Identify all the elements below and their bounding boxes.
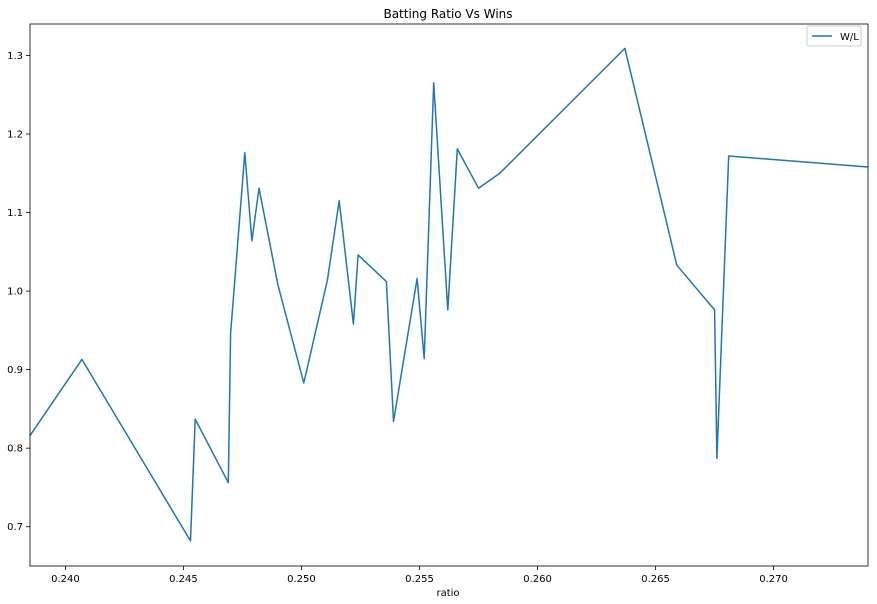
x-tick-label: 0.240	[51, 574, 80, 585]
y-tick-label: 0.8	[7, 444, 23, 455]
x-tick-label: 0.255	[405, 574, 434, 585]
legend-label-w-l: W/L	[840, 32, 859, 43]
x-tick-label: 0.250	[287, 574, 316, 585]
y-tick-label: 1.1	[7, 208, 23, 219]
y-tick-label: 0.7	[7, 522, 23, 533]
x-tick-label: 0.270	[759, 574, 788, 585]
x-tick-label: 0.245	[169, 574, 198, 585]
x-tick-label: 0.265	[641, 574, 670, 585]
y-tick-label: 1.3	[7, 51, 23, 62]
y-tick-label: 1.2	[7, 129, 23, 140]
y-tick-label: 0.9	[7, 365, 23, 376]
y-tick-label: 1.0	[7, 287, 23, 298]
x-axis-label: ratio	[436, 588, 459, 599]
legend: W/L	[807, 26, 861, 46]
x-tick-label: 0.260	[523, 574, 552, 585]
chart-title: Batting Ratio Vs Wins	[383, 7, 512, 21]
